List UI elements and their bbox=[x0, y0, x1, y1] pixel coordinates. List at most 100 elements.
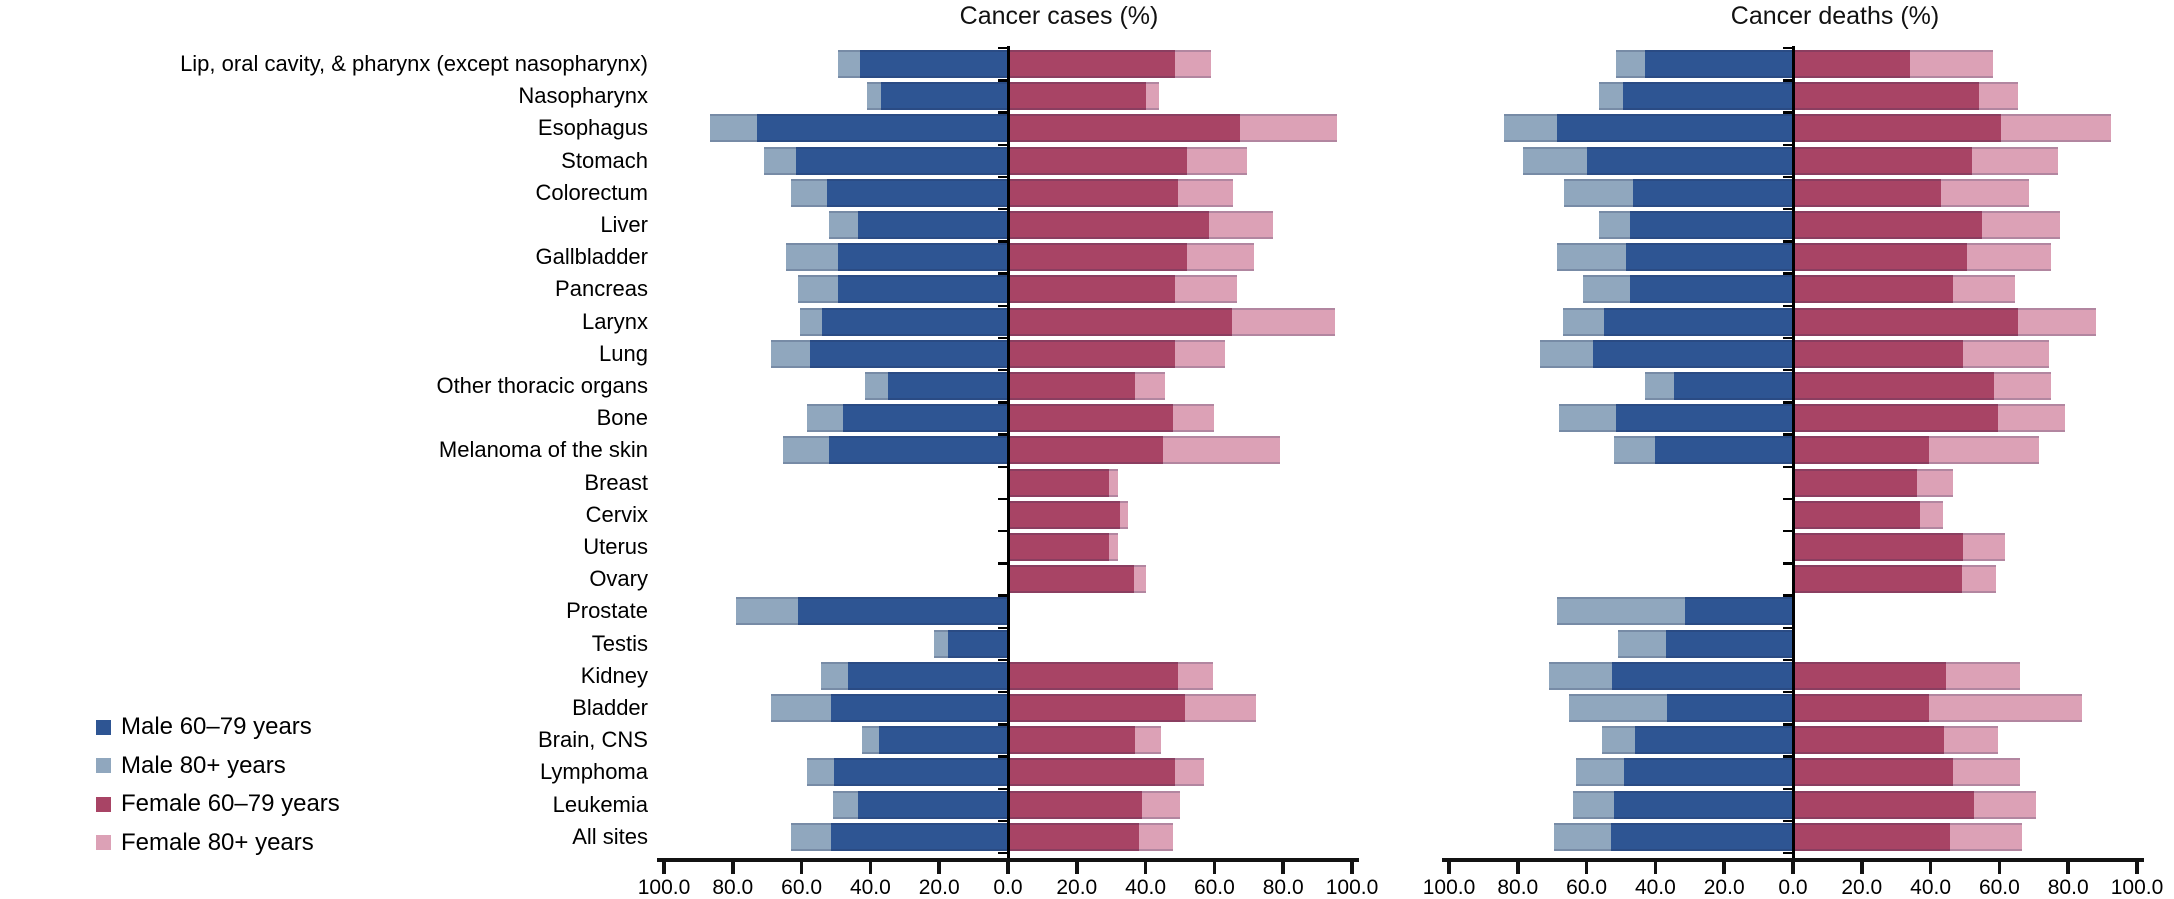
spine-tick bbox=[1782, 368, 1792, 372]
bar-male-60-79 bbox=[947, 629, 1008, 658]
bar-female-80plus bbox=[1994, 372, 2051, 400]
bar-male-80plus bbox=[1548, 661, 1613, 690]
bar-male-80plus bbox=[829, 211, 859, 239]
bar-female-80plus bbox=[1940, 178, 2029, 207]
bar-male-80plus bbox=[865, 372, 888, 400]
bar-male-60-79 bbox=[1667, 694, 1793, 722]
bar-female-60-79 bbox=[1008, 307, 1232, 336]
bar-female-80plus bbox=[1997, 404, 2065, 433]
category-label: Gallbladder bbox=[535, 244, 648, 270]
bar-female-80plus bbox=[1231, 307, 1335, 336]
bar-female-80plus bbox=[1162, 436, 1280, 465]
bar-female-60-79 bbox=[1793, 114, 2002, 143]
bar-female-60-79 bbox=[1793, 178, 1941, 207]
x-axis-tick-label: 40.0 bbox=[1634, 876, 1676, 899]
bar-female-80plus bbox=[1916, 468, 1953, 497]
bar-male-80plus bbox=[770, 694, 831, 722]
bar-male-60-79 bbox=[1645, 50, 1793, 78]
x-axis-tick bbox=[868, 862, 873, 874]
x-axis-tick-label: 60.0 bbox=[781, 876, 823, 899]
bar-male-60-79 bbox=[1603, 307, 1793, 336]
legend-item: Male 60–79 years bbox=[96, 708, 340, 747]
bar-male-80plus bbox=[1576, 758, 1625, 787]
category-label: Lip, oral cavity, & pharynx (except naso… bbox=[180, 51, 648, 76]
spine-tick bbox=[997, 143, 1007, 146]
x-axis-tick-label: 40.0 bbox=[1910, 876, 1952, 899]
category-label: Breast bbox=[584, 469, 648, 495]
bar-male-80plus bbox=[798, 275, 838, 304]
bar-female-80plus bbox=[1174, 275, 1237, 304]
bar-female-80plus bbox=[1944, 726, 1998, 755]
legend-item: Male 80+ years bbox=[96, 747, 340, 786]
bar-male-80plus bbox=[1598, 82, 1623, 111]
category-label: Larynx bbox=[581, 308, 648, 334]
spine-tick bbox=[1782, 755, 1792, 758]
bar-female-80plus bbox=[2018, 307, 2096, 336]
bar-male-80plus bbox=[820, 661, 849, 690]
spine-tick bbox=[997, 562, 1007, 565]
bar-female-80plus bbox=[1173, 404, 1215, 433]
bar-male-60-79 bbox=[1665, 629, 1793, 658]
bar-male-80plus bbox=[1562, 307, 1604, 336]
bar-male-60-79 bbox=[834, 758, 1008, 787]
spine-tick bbox=[997, 690, 1007, 694]
bar-male-60-79 bbox=[1624, 758, 1793, 787]
spine-tick bbox=[997, 272, 1007, 275]
bar-female-80plus bbox=[1966, 243, 2051, 272]
bar-male-60-79 bbox=[830, 822, 1008, 851]
bar-female-60-79 bbox=[1008, 565, 1134, 594]
bar-female-60-79 bbox=[1793, 822, 1950, 851]
bar-male-80plus bbox=[806, 404, 843, 433]
spine-tick bbox=[1782, 79, 1792, 82]
category-label: Bone bbox=[596, 405, 648, 431]
legend-label: Male 60–79 years bbox=[121, 713, 312, 741]
x-axis-tick bbox=[1143, 862, 1148, 874]
category-label: Testis bbox=[591, 630, 648, 656]
bar-female-60-79 bbox=[1008, 694, 1186, 722]
bar-male-60-79 bbox=[848, 661, 1008, 690]
x-axis-tick bbox=[1006, 862, 1010, 874]
x-axis-tick bbox=[1584, 862, 1589, 874]
bar-female-60-79 bbox=[1793, 307, 2019, 336]
category-label: Leukemia bbox=[552, 791, 648, 817]
bar-female-80plus bbox=[1135, 726, 1162, 755]
bar-female-60-79 bbox=[1793, 339, 1964, 368]
spine-tick bbox=[997, 465, 1007, 468]
x-axis-tick-label: 20.0 bbox=[1703, 876, 1745, 899]
bar-male-80plus bbox=[1614, 436, 1656, 465]
spine-tick bbox=[1782, 336, 1792, 340]
spine-tick bbox=[997, 368, 1007, 372]
bar-female-60-79 bbox=[1008, 758, 1175, 787]
bar-male-80plus bbox=[1583, 275, 1630, 304]
bar-female-60-79 bbox=[1008, 372, 1136, 400]
spine-tick bbox=[997, 658, 1007, 662]
bar-female-80plus bbox=[1952, 275, 2015, 304]
spine-tick bbox=[997, 755, 1007, 758]
x-axis-tick bbox=[1928, 862, 1933, 874]
bar-male-60-79 bbox=[837, 275, 1008, 304]
center-axis-spine bbox=[1791, 46, 1795, 858]
bar-male-80plus bbox=[832, 790, 859, 819]
bar-female-60-79 bbox=[1008, 533, 1110, 561]
bar-male-80plus bbox=[1602, 726, 1635, 755]
category-label: Lymphoma bbox=[539, 759, 648, 785]
bar-male-60-79 bbox=[1626, 243, 1793, 272]
bar-female-60-79 bbox=[1008, 114, 1241, 143]
bar-female-80plus bbox=[1949, 822, 2022, 851]
bar-female-60-79 bbox=[1793, 661, 1947, 690]
bar-female-80plus bbox=[1174, 50, 1211, 78]
right-panel-title: Cancer deaths (%) bbox=[1730, 2, 1940, 30]
bar-female-60-79 bbox=[1008, 339, 1175, 368]
bar-female-60-79 bbox=[1793, 565, 1962, 594]
bar-female-60-79 bbox=[1008, 146, 1187, 175]
bar-female-60-79 bbox=[1793, 726, 1945, 755]
bar-female-60-79 bbox=[1793, 146, 1972, 175]
category-label: Liver bbox=[600, 212, 648, 237]
bar-male-80plus bbox=[1557, 243, 1627, 272]
bar-female-60-79 bbox=[1793, 243, 1967, 272]
bar-male-60-79 bbox=[858, 211, 1008, 239]
bar-male-60-79 bbox=[1655, 436, 1793, 465]
bar-female-80plus bbox=[1185, 694, 1256, 722]
x-axis-tick-label: 0.0 bbox=[993, 876, 1023, 899]
bar-male-60-79 bbox=[842, 404, 1008, 433]
